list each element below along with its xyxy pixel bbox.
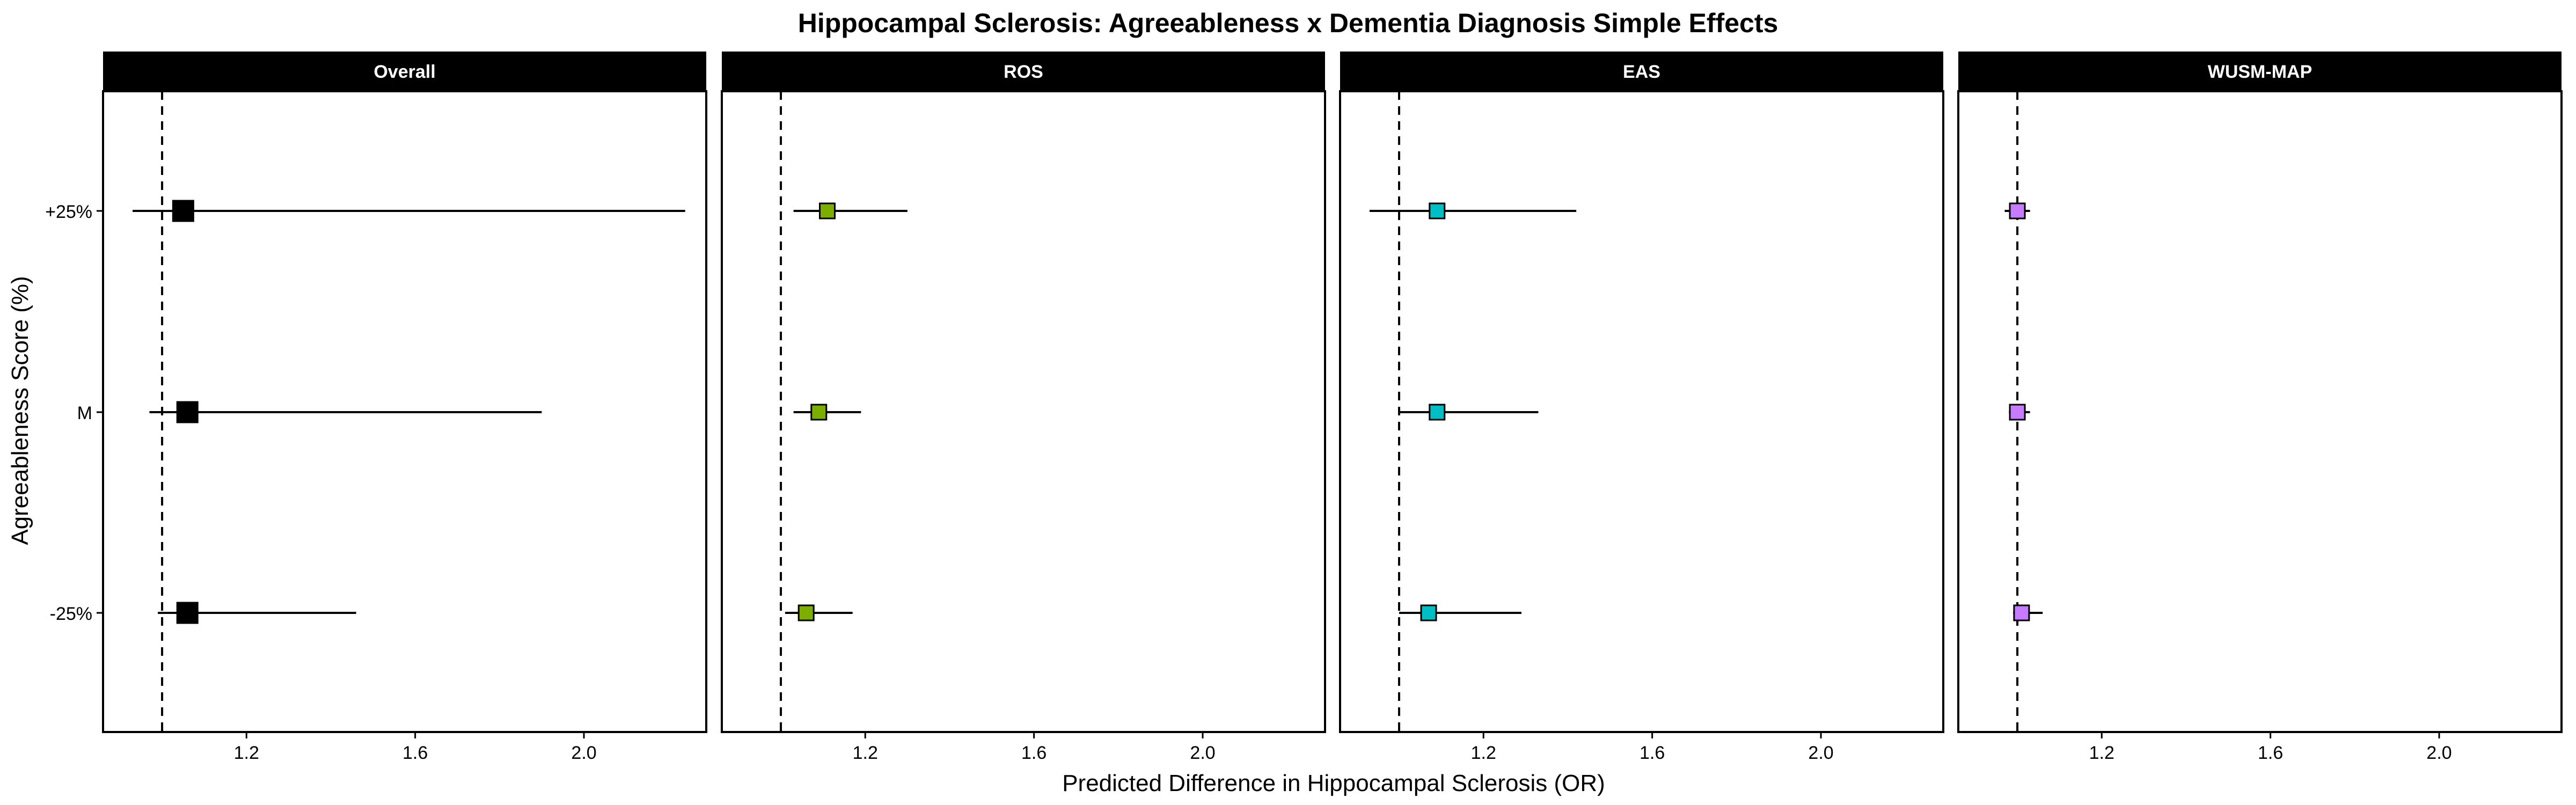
- facet-panel-overall: Overall 1.2 1.6 2.0: [102, 52, 707, 763]
- y-axis-title: Agreeableness Score (%): [7, 276, 33, 545]
- point-estimate: [2009, 404, 2026, 421]
- facet-panel-wusm-map: WUSM-MAP 1.2 1.6 2.0: [1957, 52, 2563, 763]
- panel-border: [721, 90, 1326, 733]
- panel-border: [1957, 90, 2563, 733]
- point-estimate: [172, 200, 194, 222]
- point-estimate: [1429, 202, 1446, 219]
- x-tick-label: 2.0: [2426, 743, 2451, 763]
- x-tick-label: 1.6: [1021, 743, 1046, 763]
- facet-strip: [1958, 52, 2562, 91]
- point-estimate: [1420, 604, 1437, 621]
- x-tick-label: 2.0: [571, 743, 596, 763]
- y-tick-label: +25%: [45, 202, 92, 222]
- x-tick-label: 1.2: [234, 743, 259, 763]
- panel-border: [1339, 90, 1944, 733]
- chart-title: Hippocampal Sclerosis: Agreeableness x D…: [798, 8, 1779, 38]
- facet-strip: [103, 52, 706, 91]
- point-estimate: [797, 604, 815, 621]
- facet-strip: [722, 52, 1325, 91]
- x-tick-label: 1.6: [2258, 743, 2283, 763]
- point-estimate: [2013, 604, 2030, 621]
- x-tick-label: 1.6: [1640, 743, 1665, 763]
- facet-strip-label: ROS: [1004, 62, 1043, 82]
- x-tick-label: 1.6: [402, 743, 428, 763]
- point-estimate: [176, 401, 199, 423]
- facet-panel-eas: EAS 1.2 1.6 2.0: [1339, 52, 1944, 763]
- x-tick-label: 2.0: [1808, 743, 1833, 763]
- x-tick-label: 1.2: [1471, 743, 1496, 763]
- x-tick-label: 2.0: [1190, 743, 1215, 763]
- facet-panel-ros: ROS 1.2 1.6 2.0: [721, 52, 1326, 763]
- facet-strip-label: WUSM-MAP: [2208, 62, 2312, 82]
- x-axis-title: Predicted Difference in Hippocampal Scle…: [1062, 770, 1605, 796]
- y-tick-label: -25%: [50, 604, 92, 624]
- y-tick-label: M: [77, 403, 92, 423]
- facet-strip-label: Overall: [374, 62, 435, 82]
- x-tick-label: 1.2: [853, 743, 878, 763]
- facet-strip-label: EAS: [1623, 62, 1660, 82]
- facet-strip: [1340, 52, 1943, 91]
- point-estimate: [1429, 404, 1446, 421]
- point-estimate: [176, 602, 199, 624]
- panel-border: [102, 90, 707, 733]
- point-estimate: [810, 404, 828, 421]
- point-estimate: [819, 202, 836, 219]
- point-estimate: [2009, 202, 2026, 219]
- x-tick-label: 1.2: [2089, 743, 2114, 763]
